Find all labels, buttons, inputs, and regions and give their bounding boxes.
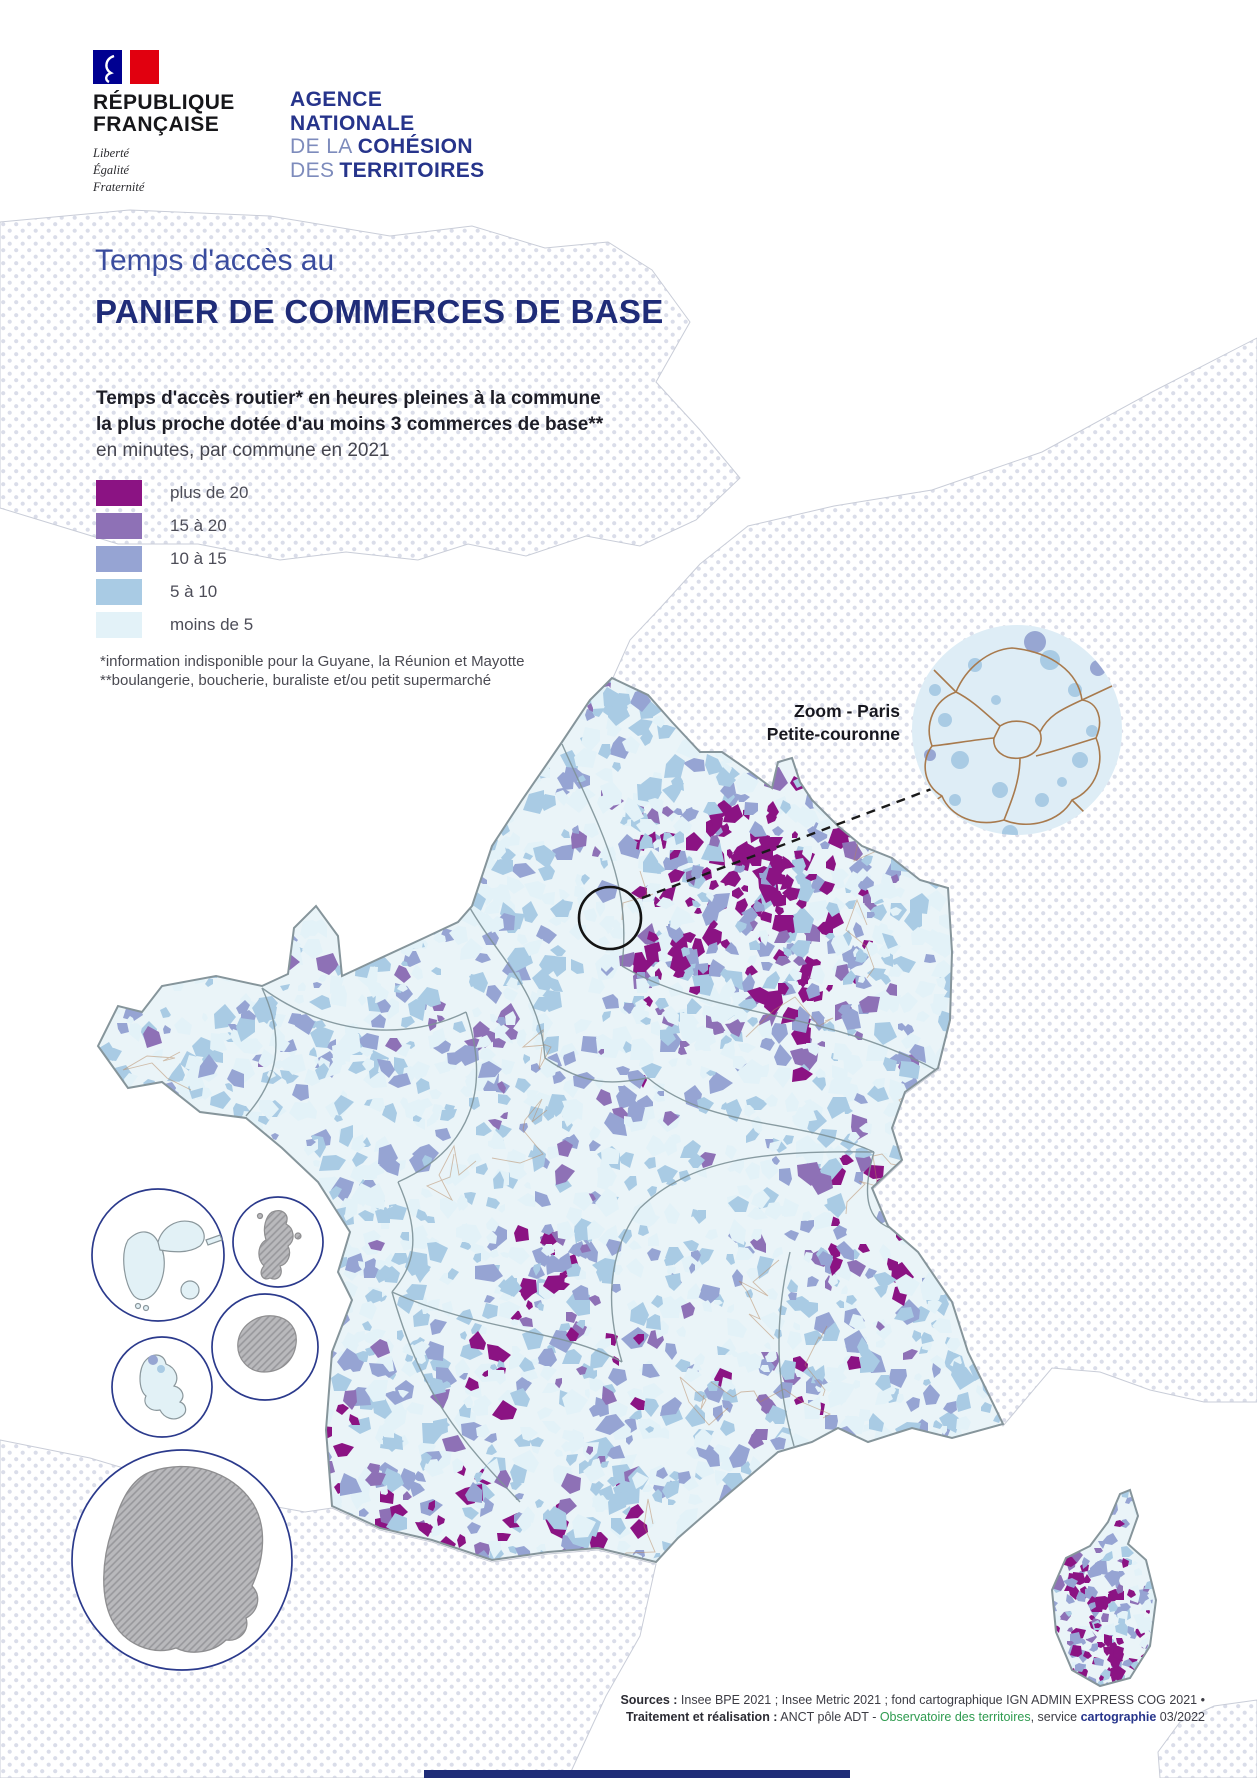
anct-line4: DES TERRITOIRES [290, 158, 485, 182]
republic-name-line2: FRANÇAISE [93, 113, 220, 136]
inset-guadeloupe [91, 1188, 225, 1322]
footnote-2: **boulangerie, boucherie, buraliste et/o… [100, 672, 492, 689]
legend-swatch [96, 611, 142, 638]
french-flag-icon [93, 50, 159, 84]
sources-line1: Sources : Insee BPE 2021 ; Insee Metric … [620, 1693, 1205, 1707]
map-legend: Temps d'accès routier* en heures pleines… [96, 386, 603, 641]
overseas-insets [71, 1188, 324, 1671]
legend-swatch [96, 578, 142, 605]
legend-swatch [96, 512, 142, 539]
legend-swatch [96, 479, 142, 506]
legend-classes: plus de 20 15 à 20 10 à 15 5 à 10 moins de 5 [96, 476, 603, 641]
bottom-accent-bar [424, 1770, 850, 1778]
legend-description-line2: la plus proche dotée d'au moins 3 commer… [96, 414, 604, 435]
legend-description-line1: Temps d'accès routier* en heures pleines… [96, 388, 601, 409]
anct-wordmark: AGENCE NATIONALE DE LA COHÉSION DES TERRIT… [290, 88, 485, 182]
sardinia-landmass [1157, 1699, 1257, 1778]
uk-landmass [0, 209, 741, 561]
republique-francaise-logo: RÉPUBLIQUE FRANÇAISE Liberté Égalité Fra… [93, 50, 235, 196]
inset-guyane-no-data [71, 1449, 293, 1671]
sources-line2: Traitement et réalisation : ANCT pôle AD… [626, 1709, 1205, 1724]
republic-motto: Liberté Égalité Fraternité [93, 146, 145, 194]
region-borders [245, 743, 937, 1503]
legend-row: 5 à 10 [96, 575, 603, 608]
inset-martinique [111, 1336, 213, 1438]
legend-row: 15 à 20 [96, 509, 603, 542]
legend-row: 10 à 15 [96, 542, 603, 575]
inset-la-reunion-no-data [211, 1293, 319, 1401]
legend-label: moins de 5 [170, 614, 254, 634]
legend-label: 15 à 20 [170, 515, 227, 535]
zoom-inset-label: Zoom - Paris Petite-couronne [766, 701, 900, 744]
footnote-1: *information indisponible pour la Guyane… [100, 653, 525, 670]
anct-line1: AGENCE [290, 88, 383, 111]
paris-locator-circle [577, 885, 643, 951]
observatoire-link-text: Observatoire des territoires [879, 1709, 1031, 1724]
inset-mayotte-no-data [232, 1196, 324, 1288]
legend-label: 10 à 15 [170, 548, 227, 568]
legend-description-line3: en minutes, par commune en 2021 [96, 440, 390, 461]
anct-line3: DE LA COHÉSION [290, 135, 473, 158]
legend-label: 5 à 10 [170, 581, 218, 601]
legend-row: plus de 20 [96, 476, 603, 509]
legend-label: plus de 20 [170, 482, 249, 502]
anct-line2: NATIONALE [290, 111, 415, 135]
legend-row: moins de 5 [96, 608, 603, 641]
title-kicker: Temps d'accès au [95, 244, 335, 277]
page-title: PANIER DE COMMERCES DE BASE [95, 293, 664, 330]
republic-name-line1: RÉPUBLIQUE [93, 91, 235, 114]
zoom-connector-dashed-line [641, 786, 935, 900]
sources-credit: Sources : Insee BPE 2021 ; Insee Metric … [620, 1692, 1205, 1725]
footnotes: *information indisponible pour la Guyane… [100, 652, 524, 690]
legend-swatch [96, 545, 142, 572]
inset-department-borders [917, 647, 1113, 826]
